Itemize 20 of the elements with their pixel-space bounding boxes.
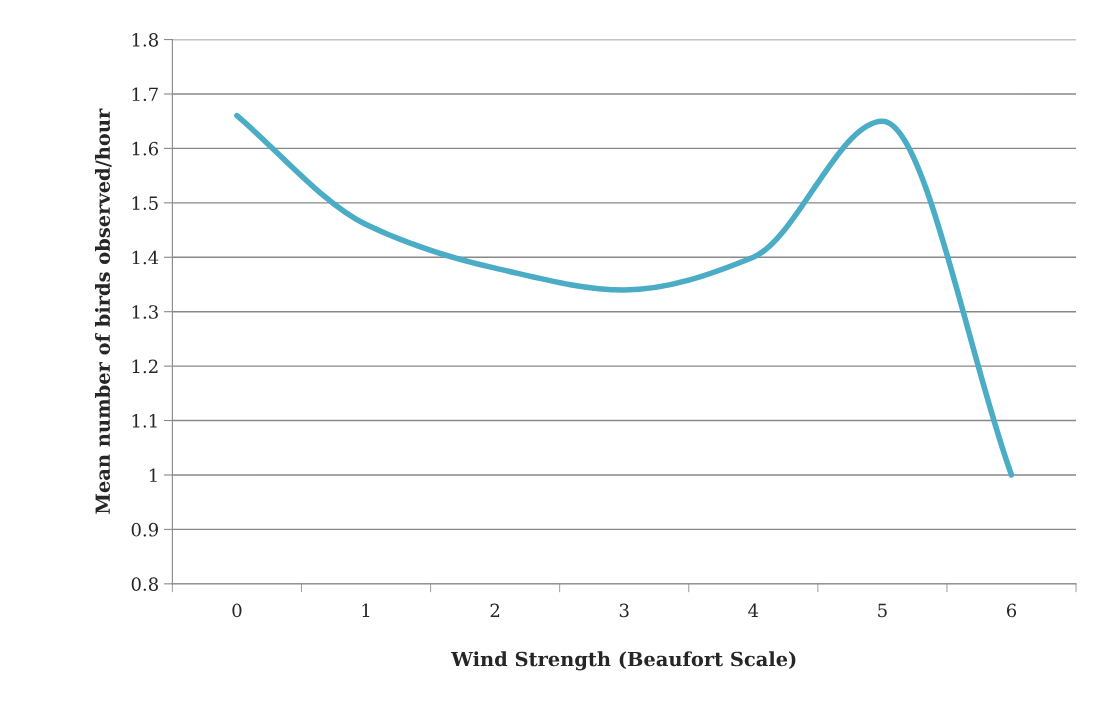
x-tick-label: 5	[878, 603, 887, 618]
y-tick-label: 1.7	[132, 87, 158, 102]
x-tick-label: 1	[362, 603, 370, 617]
x-tick-label: 2	[490, 603, 500, 617]
y-tick-label: 0.9	[131, 522, 158, 537]
y-tick-label: 1	[149, 468, 157, 482]
y-tick-label: 0.8	[131, 577, 158, 591]
y-tick-label: 1.4	[132, 250, 159, 265]
x-axis-title: Wind Strength (Beaufort Scale)	[450, 651, 796, 671]
y-tick-label: 1.2	[132, 359, 158, 374]
y-tick-label: 1.3	[132, 305, 158, 319]
x-tick-label: 3	[619, 603, 629, 618]
y-axis-title: Mean number of birds observed/hour	[94, 108, 112, 514]
x-tick-label: 4	[748, 603, 759, 617]
x-tick-label: 6	[1006, 603, 1017, 618]
y-tick-label: 1.5	[132, 196, 158, 210]
y-tick-label: 1.8	[132, 33, 158, 47]
x-tick-label: 0	[232, 603, 242, 618]
y-tick-label: 1.6	[132, 141, 159, 156]
y-tick-label: 1.1	[132, 414, 157, 428]
